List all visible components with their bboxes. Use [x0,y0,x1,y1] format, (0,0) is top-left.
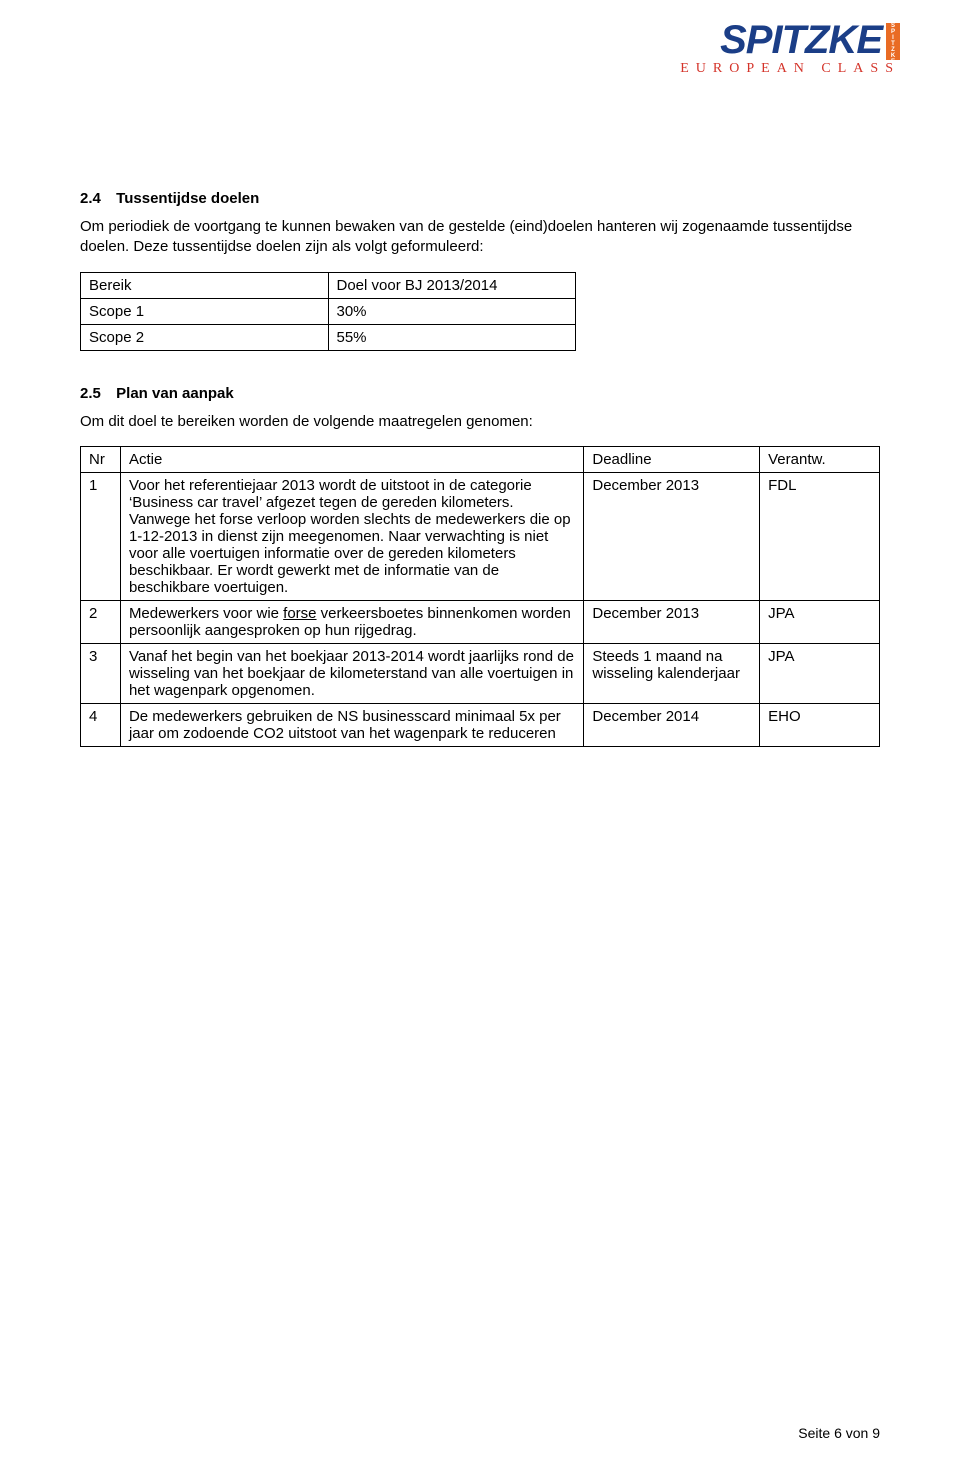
cell-deadline: December 2013 [584,600,760,643]
section-2-5-paragraph: Om dit doel te bereiken worden de volgen… [80,412,880,432]
actie-text: Medewerkers voor wie [129,605,283,622]
table-row: 4 De medewerkers gebruiken de NS busines… [81,703,880,746]
col-header-actie: Actie [120,446,583,472]
cell-actie: De medewerkers gebruiken de NS businessc… [120,703,583,746]
heading-title: Tussentijdse doelen [116,190,259,207]
section-2-4-paragraph: Om periodiek de voortgang te kunnen bewa… [80,217,880,258]
cell-value: 55% [328,324,576,350]
heading-2-4: 2.4 Tussentijdse doelen [80,190,880,207]
cell-verantw: JPA [760,600,880,643]
cell-actie: Vanaf het begin van het boekjaar 2013-20… [120,643,583,703]
logo-subtitle: EUROPEAN CLASS [680,62,900,76]
col-header-verantw: Verantw. [760,446,880,472]
col-header-deadline: Deadline [584,446,760,472]
table-row: Scope 1 30% [81,298,576,324]
table-row: Nr Actie Deadline Verantw. [81,446,880,472]
logo-strip: SPITZKE [886,20,900,60]
actie-text: Vanaf het begin van het boekjaar 2013-20… [129,648,574,699]
page-footer: Seite 6 von 9 [798,1425,880,1441]
document-body: 2.4 Tussentijdse doelen Om periodiek de … [80,190,880,747]
cell-verantw: EHO [760,703,880,746]
cell-verantw: JPA [760,643,880,703]
cell-actie: Medewerkers voor wie forse verkeersboete… [120,600,583,643]
logo-top-row: SPITZKE SPITZKE [680,20,900,60]
col-header-nr: Nr [81,446,121,472]
goals-table: Bereik Doel voor BJ 2013/2014 Scope 1 30… [80,272,576,351]
cell-nr: 2 [81,600,121,643]
cell-nr: 3 [81,643,121,703]
actie-text: Voor het referentiejaar 2013 wordt de ui… [129,477,571,596]
heading-title: Plan van aanpak [116,385,234,402]
actie-underlined: forse [283,605,316,622]
heading-number: 2.5 [80,385,112,402]
cell-deadline: December 2014 [584,703,760,746]
cell-scope: Scope 2 [81,324,329,350]
table-row: Scope 2 55% [81,324,576,350]
actions-table: Nr Actie Deadline Verantw. 1 Voor het re… [80,446,880,747]
col-header-doel: Doel voor BJ 2013/2014 [328,272,576,298]
cell-scope: Scope 1 [81,298,329,324]
col-header-bereik: Bereik [81,272,329,298]
heading-2-5: 2.5 Plan van aanpak [80,385,880,402]
table-row: 2 Medewerkers voor wie forse verkeersboe… [81,600,880,643]
actie-text: De medewerkers gebruiken de NS businessc… [129,708,561,742]
cell-verantw: FDL [760,472,880,600]
cell-deadline: December 2013 [584,472,760,600]
logo-name: SPITZKE [720,20,882,60]
cell-value: 30% [328,298,576,324]
cell-nr: 1 [81,472,121,600]
cell-actie: Voor het referentiejaar 2013 wordt de ui… [120,472,583,600]
brand-logo: SPITZKE SPITZKE EUROPEAN CLASS [680,20,900,76]
cell-deadline: Steeds 1 maand na wisseling kalenderjaar [584,643,760,703]
table-row: 3 Vanaf het begin van het boekjaar 2013-… [81,643,880,703]
table-row: 1 Voor het referentiejaar 2013 wordt de … [81,472,880,600]
heading-number: 2.4 [80,190,112,207]
cell-nr: 4 [81,703,121,746]
table-row: Bereik Doel voor BJ 2013/2014 [81,272,576,298]
